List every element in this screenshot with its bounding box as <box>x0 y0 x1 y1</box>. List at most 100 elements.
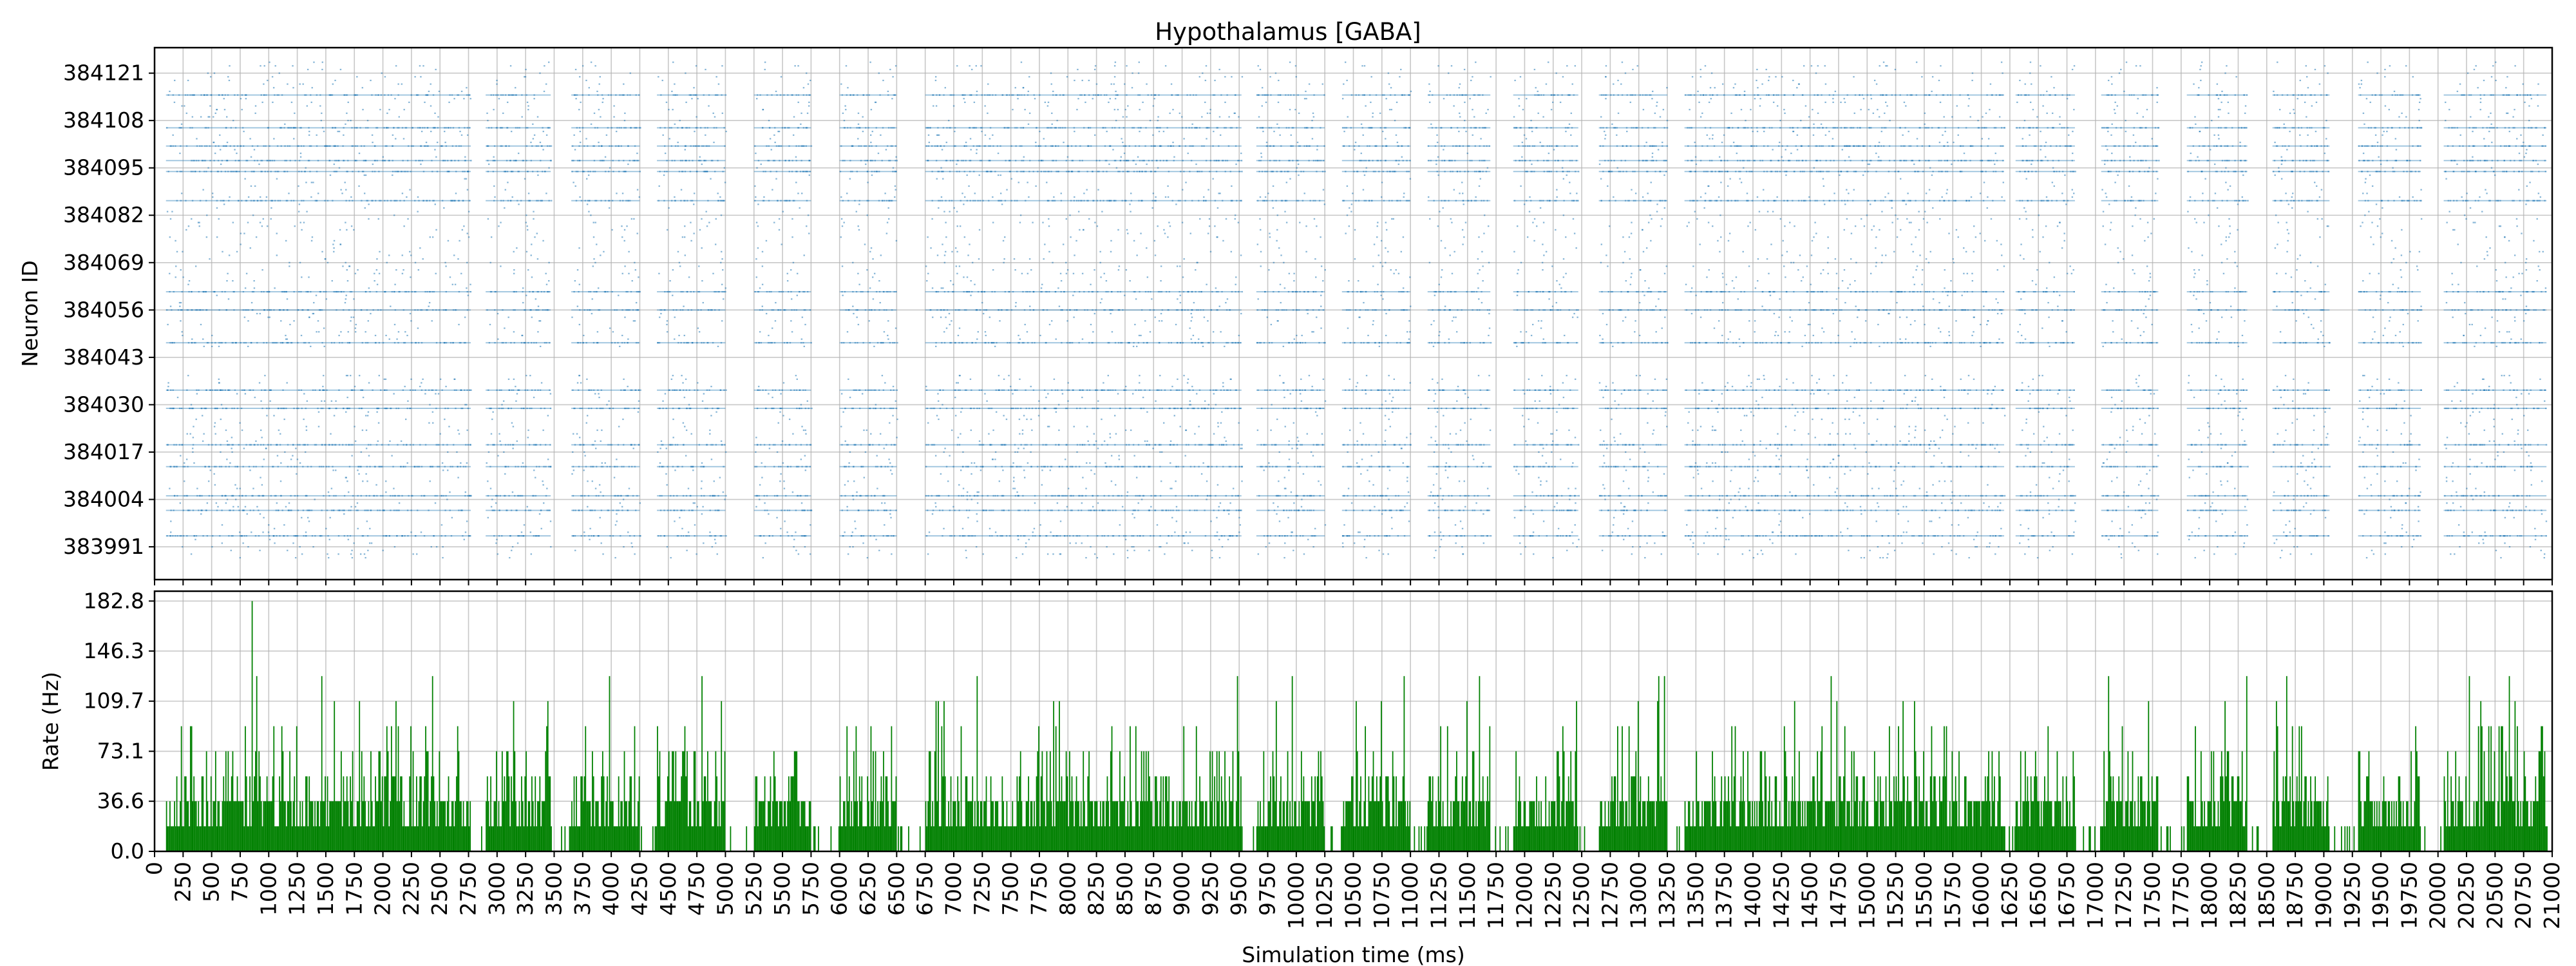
spike-dot <box>1489 429 1492 431</box>
spike-dot <box>1191 495 1193 497</box>
spike-dot <box>1240 407 1242 410</box>
spike-dot <box>447 469 449 471</box>
spike-dot <box>1755 535 1757 537</box>
spike-dot <box>862 535 865 537</box>
spike-dot <box>1033 527 1036 529</box>
spike-dot <box>259 549 261 551</box>
spike-dot <box>1753 480 1756 482</box>
spike-dot <box>201 407 203 410</box>
spike-train-segment <box>571 444 640 446</box>
spike-dot <box>1918 488 1921 489</box>
spike-dot <box>356 502 359 504</box>
spike-dot <box>2367 407 2369 410</box>
spike-dot <box>1191 407 1193 410</box>
spike-dot <box>667 509 669 511</box>
spike-dot <box>1959 495 1961 497</box>
spike-dot <box>2504 516 2506 518</box>
spike-dot <box>270 495 272 497</box>
spike-dot <box>2219 466 2221 468</box>
spike-dot <box>348 466 351 468</box>
spike-dot <box>1844 473 1846 475</box>
spike-dot <box>1832 459 1834 460</box>
spike-dot <box>2283 531 2285 533</box>
spike-dot <box>634 444 636 446</box>
spike-train-segment <box>2015 444 2075 446</box>
spike-dot <box>172 535 174 537</box>
spike-dot <box>1321 433 1323 435</box>
spike-dot <box>1757 480 1759 482</box>
spike-dot <box>213 426 216 428</box>
spike-dot <box>1692 542 1694 544</box>
spike-dot <box>2523 415 2525 417</box>
spike-dot <box>1953 535 1955 537</box>
spike-dot <box>677 535 679 537</box>
spike-dot <box>786 509 789 511</box>
spike-dot <box>1789 509 1792 511</box>
spike-dot <box>1613 524 1615 526</box>
spike-dot <box>1952 495 1954 497</box>
spike-dot <box>406 462 408 464</box>
spike-dot <box>713 480 715 482</box>
spike-dot <box>1642 407 1645 410</box>
spike-dot <box>1384 535 1386 537</box>
spike-dot <box>2545 520 2548 522</box>
spike-dot <box>337 509 339 511</box>
spike-dot <box>2297 407 2300 410</box>
spike-dot <box>1791 444 1793 446</box>
spike-dot <box>1758 407 1760 410</box>
spike-dot <box>2493 426 2495 428</box>
spike-dot <box>1320 484 1322 486</box>
spike-dot <box>225 502 227 504</box>
spike-dot <box>219 466 221 468</box>
spike-dot <box>366 466 368 468</box>
spike-dot <box>989 444 991 446</box>
spike-dot <box>659 462 661 464</box>
spike-dot <box>1436 407 1439 410</box>
spike-dot <box>1830 509 1832 511</box>
spike-dot <box>1519 542 1521 544</box>
spike-dot <box>1571 509 1573 511</box>
spike-dot <box>634 509 637 511</box>
spike-dot <box>1842 509 1844 511</box>
spike-dot <box>1050 466 1052 468</box>
spike-dot <box>805 535 807 537</box>
spike-dot <box>676 535 679 537</box>
spike-dot <box>618 495 620 497</box>
spike-dot <box>1210 444 1213 446</box>
spike-dot <box>1716 535 1718 537</box>
spike-dot <box>938 495 940 497</box>
spike-dot <box>1732 516 1734 518</box>
spike-dot <box>870 433 872 435</box>
spike-dot <box>663 535 665 537</box>
spike-dot <box>1194 433 1196 435</box>
spike-dot <box>2025 418 2027 421</box>
spike-dot <box>896 437 898 439</box>
spike-dot <box>2300 466 2302 468</box>
spike-dot <box>1696 407 1699 410</box>
spike-dot <box>2148 488 2150 489</box>
spike-dot <box>2465 407 2467 410</box>
spike-dot <box>1908 440 1910 442</box>
spike-dot <box>306 495 308 497</box>
spike-dot <box>2111 520 2113 522</box>
spike-dot <box>451 516 453 518</box>
spike-dot <box>221 509 223 511</box>
spike-dot <box>1081 502 1083 504</box>
spike-dot <box>1206 498 1208 500</box>
spike-dot <box>1725 535 1727 537</box>
spike-dot <box>1046 553 1049 555</box>
spike-dot <box>1131 545 1133 548</box>
spike-dot <box>1935 509 1937 511</box>
spike-dot <box>1050 531 1052 533</box>
spike-train-segment <box>839 408 897 409</box>
spike-dot <box>1276 513 1278 515</box>
spike-dot <box>166 535 168 537</box>
spike-dot <box>269 535 270 537</box>
spike-dot <box>581 407 583 410</box>
spike-dot <box>2289 553 2291 555</box>
spike-dot <box>1156 524 1159 526</box>
spike-dot <box>1380 495 1382 497</box>
spike-dot <box>2212 509 2214 511</box>
spike-dot <box>847 553 849 555</box>
